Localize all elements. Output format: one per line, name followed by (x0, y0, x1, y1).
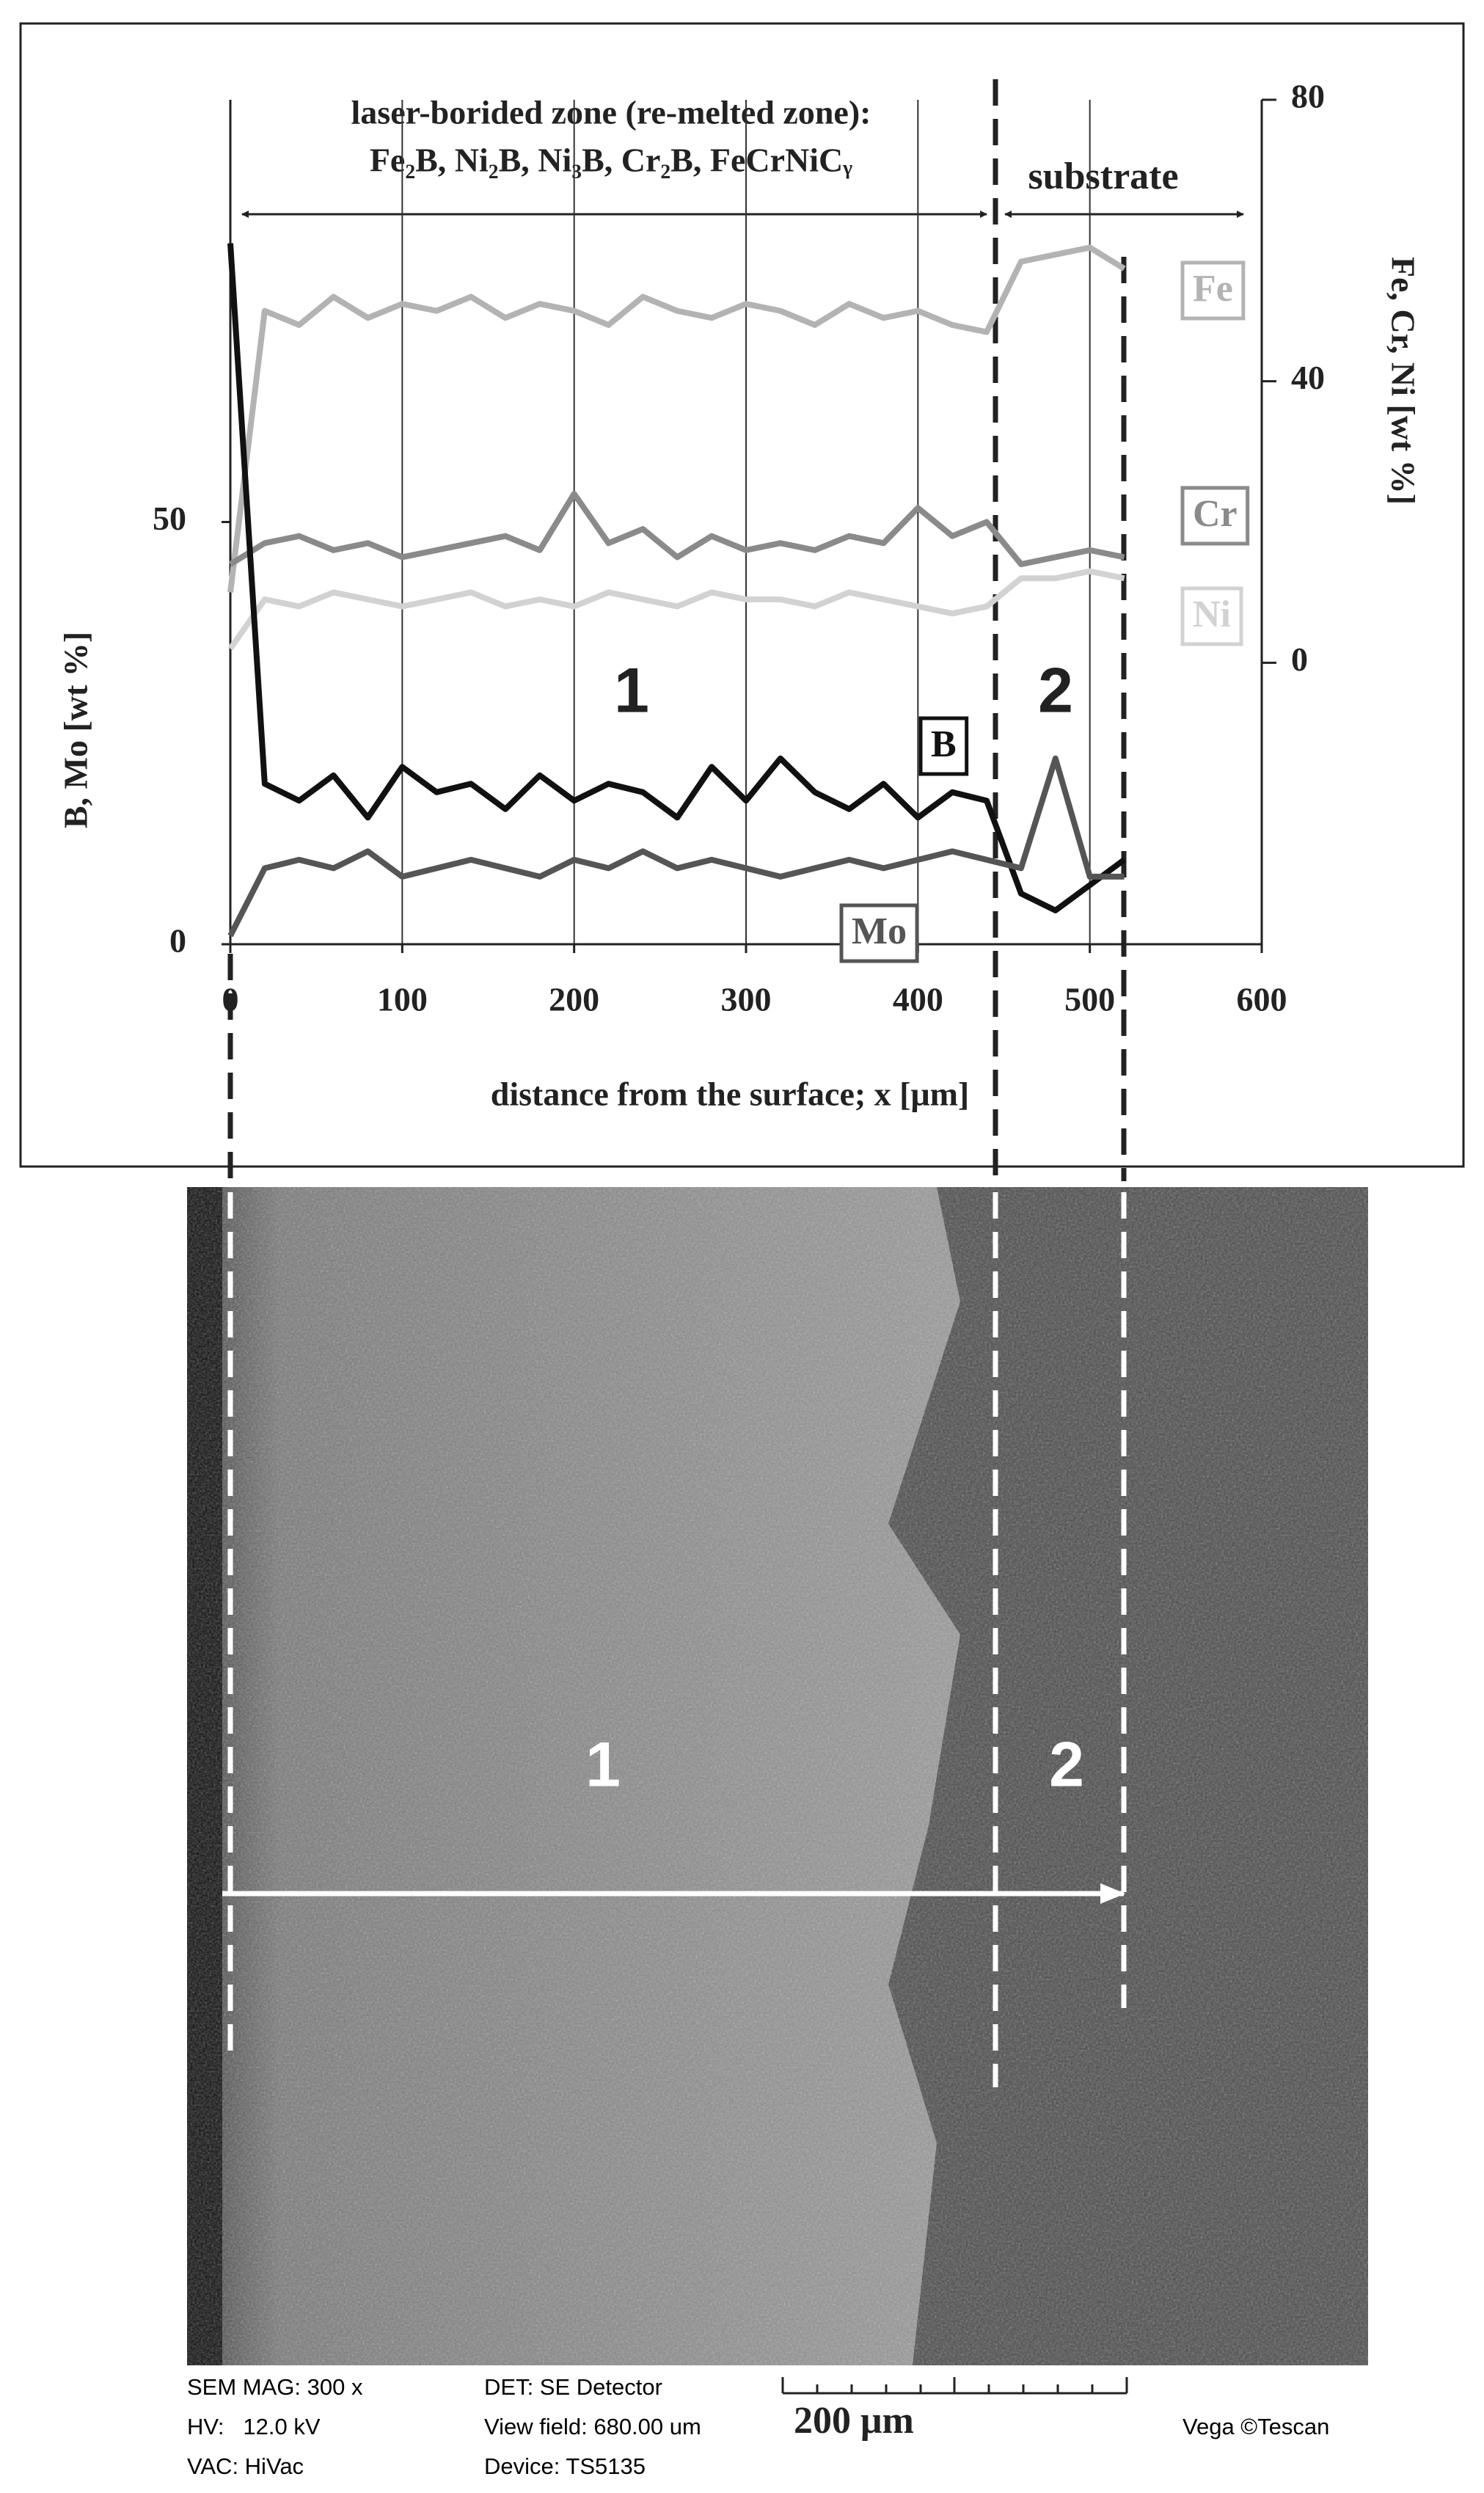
zone-label: 2 (1038, 656, 1073, 726)
image-info: SEM MAG: 300 x (187, 2374, 363, 2400)
legend-label: Fe (1193, 268, 1233, 310)
x-tick-label: 400 (893, 981, 943, 1018)
data-line (228, 491, 1125, 568)
image-brand: Vega ©Tescan (1183, 2414, 1329, 2439)
x-axis-title: distance from the surface; x [μm] (491, 1076, 969, 1113)
legend-label: Cr (1193, 493, 1238, 535)
x-tick-label: 300 (721, 981, 772, 1018)
legend-label: Mo (852, 910, 907, 952)
x-tick-label: 0 (222, 981, 239, 1018)
image-info: DET: SE Detector (484, 2374, 662, 2400)
y2-tick-label: 0 (1291, 640, 1308, 678)
chart-frame (19, 22, 1465, 1168)
sem-image (187, 1187, 1368, 2365)
x-tick-label: 200 (549, 981, 599, 1018)
data-line (227, 755, 1125, 938)
data-line (227, 568, 1125, 651)
image-info: Device: TS5135 (484, 2453, 646, 2479)
scale-bar (781, 2377, 1128, 2395)
image-info: HV: 12.0 kV (187, 2414, 321, 2439)
x-tick-label: 600 (1237, 981, 1287, 1018)
y2-tick-label: 80 (1291, 78, 1325, 115)
legend-box (839, 903, 919, 963)
y-tick-label: 0 (169, 922, 186, 960)
legend-box (918, 716, 969, 776)
annotation: substrate (1028, 156, 1178, 197)
legend-label: B (931, 723, 957, 765)
legend-box (1180, 586, 1243, 646)
legend-box (1180, 486, 1250, 546)
y-axis-title: B, Mo [wt %] (57, 632, 95, 828)
data-line (227, 243, 1126, 913)
image-info: View field: 680.00 um (484, 2414, 701, 2439)
image-zone-label: 2 (1049, 1730, 1084, 1800)
annotation: Fe₂B, Ni₂B, Ni₃B, Cr₂B, FeCrNiCᵧ (370, 142, 852, 179)
image-zone-label: 1 (585, 1730, 621, 1800)
data-line (227, 244, 1126, 593)
zone-label: 1 (614, 656, 649, 726)
x-tick-label: 500 (1064, 981, 1115, 1018)
y2-tick-label: 40 (1291, 359, 1325, 396)
image-info: VAC: HiVac (187, 2453, 304, 2479)
y2-axis-title: Fe, Cr, Ni [wt %] (1384, 257, 1422, 505)
y-tick-label: 50 (153, 500, 186, 537)
scale-bar-label: 200 μm (794, 2400, 914, 2442)
annotation: laser-borided zone (re-melted zone): (351, 94, 871, 131)
legend-label: Ni (1193, 594, 1231, 635)
x-tick-label: 100 (377, 981, 428, 1018)
legend-box (1180, 260, 1246, 321)
texture (187, 1187, 1368, 2365)
